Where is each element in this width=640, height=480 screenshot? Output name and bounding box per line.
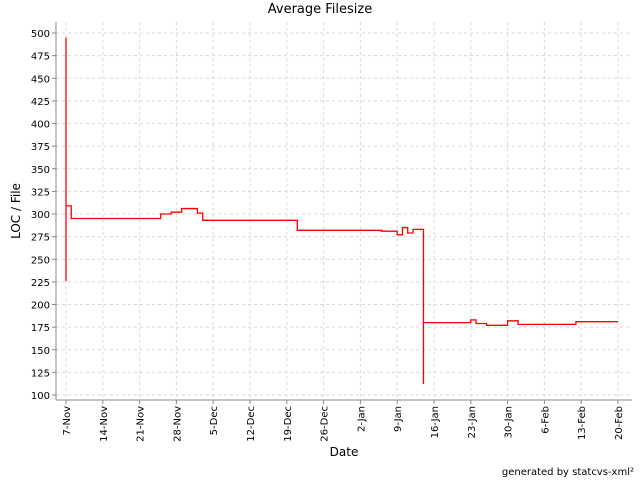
y-tick-label: 225 [31, 278, 50, 289]
y-tick-label: 275 [31, 233, 50, 244]
x-tick-label: 5-Dec [209, 406, 220, 435]
x-tick-label: 12-Dec [246, 406, 257, 442]
x-tick-label: 6-Feb [540, 406, 551, 434]
x-tick-label: 14-Nov [99, 406, 110, 442]
x-tick-label: 7-Nov [62, 406, 73, 436]
x-tick-label: 20-Feb [614, 406, 625, 440]
x-axis-label: Date [330, 445, 359, 459]
x-tick-label: 28-Nov [172, 406, 183, 442]
y-tick-label: 325 [31, 187, 50, 198]
y-tick-label: 350 [31, 165, 50, 176]
footer-credit: generated by statcvs-xml² [502, 467, 634, 478]
x-tick-label: 9-Jan [393, 406, 404, 432]
y-tick-label: 500 [31, 29, 50, 40]
x-tick-label: 26-Dec [320, 406, 331, 442]
y-tick-label: 425 [31, 97, 50, 108]
y-tick-label: 475 [31, 52, 50, 63]
y-tick-label: 125 [31, 368, 50, 379]
y-axis: 100 125 150 175 200 225 250 275 300 325 350 375 400 4… [31, 29, 56, 402]
x-tick-label: 13-Feb [577, 406, 588, 440]
x-tick-label: 19-Dec [283, 406, 294, 442]
y-tick-label: 200 [31, 301, 50, 312]
y-axis-label: LOC / File [9, 183, 23, 239]
y-tick-label: 175 [31, 323, 50, 334]
x-tick-label: 23-Jan [467, 406, 478, 438]
x-tick-label: 16-Jan [430, 406, 441, 438]
grid [56, 22, 632, 400]
y-tick-label: 150 [31, 346, 50, 357]
chart-title: Average Filesize [268, 2, 372, 17]
y-tick-label: 400 [31, 120, 50, 131]
x-axis: 7-Nov 14-Nov 21-Nov 28-Nov 5-Dec 12-Dec 19-Dec… [62, 400, 625, 442]
y-tick-label: 250 [31, 255, 50, 266]
y-tick-label: 450 [31, 74, 50, 85]
plot-area [56, 22, 632, 400]
series-group [65, 37, 618, 385]
y-tick-label: 375 [31, 142, 50, 153]
x-tick-label: 2-Jan [356, 406, 367, 432]
y-tick-label: 100 [31, 391, 50, 402]
series-line [65, 37, 618, 385]
y-tick-label: 300 [31, 210, 50, 221]
x-tick-label: 30-Jan [504, 406, 515, 438]
x-tick-label: 21-Nov [136, 406, 147, 442]
